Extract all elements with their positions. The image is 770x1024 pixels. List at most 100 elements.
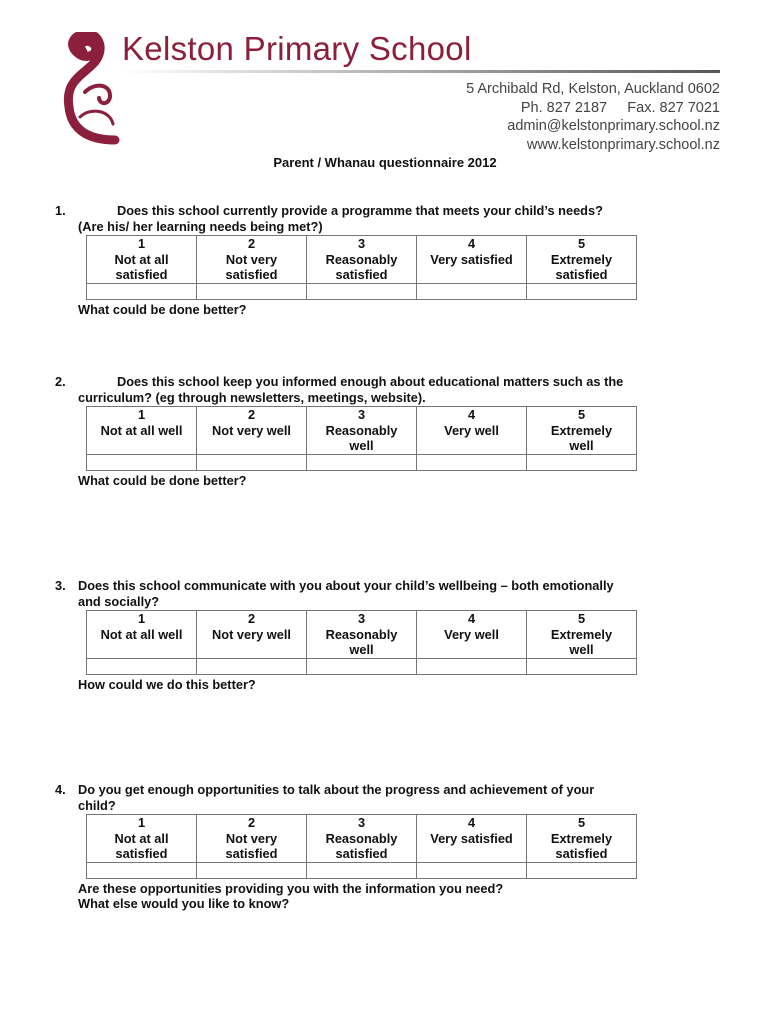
rating-number: 4 xyxy=(467,407,476,422)
rating-option-4: 4 Very well xyxy=(416,610,527,659)
follow-up-question: What could be done better? xyxy=(78,302,695,318)
rating-number: 1 xyxy=(137,611,146,626)
rating-label: Reasonably satisfied xyxy=(325,830,398,862)
rating-option-5: 5 Extremely satisfied xyxy=(526,235,637,284)
rating-option-2: 2 Not very satisfied xyxy=(196,235,307,284)
rating-checkbox-3[interactable] xyxy=(306,453,417,471)
question-number: 4. xyxy=(55,782,66,797)
follow-up-text: What could be done better? xyxy=(78,472,247,488)
contact-block: 5 Archibald Rd, Kelston, Auckland 0602 P… xyxy=(466,80,720,154)
rating-option-4: 4 Very satisfied xyxy=(416,814,527,863)
rating-number: 1 xyxy=(137,407,146,422)
rating-number: 5 xyxy=(577,815,586,830)
rating-checkbox-3[interactable] xyxy=(306,282,417,300)
rating-checkbox-4[interactable] xyxy=(416,861,527,879)
follow-up-text-2: What else would you like to know? xyxy=(78,896,290,911)
rating-checkbox-1[interactable] xyxy=(86,282,197,300)
question-text-cont: curriculum? (eg through newsletters, mee… xyxy=(78,389,426,405)
header-rule xyxy=(120,70,720,73)
rating-option-3: 3 Reasonably well xyxy=(306,610,417,659)
rating-label: Not very satisfied xyxy=(225,830,278,862)
rating-number: 3 xyxy=(357,611,366,626)
question-text-cont: child? xyxy=(78,797,116,813)
question-text: Do you get enough opportunities to talk … xyxy=(78,782,595,797)
rating-number: 4 xyxy=(467,611,476,626)
rating-checkbox-3[interactable] xyxy=(306,861,417,879)
rating-option-5: 5 Extremely well xyxy=(526,406,637,455)
rating-option-2: 2 Not very satisfied xyxy=(196,814,307,863)
rating-checkbox-5[interactable] xyxy=(526,453,637,471)
school-name: Kelston Primary School xyxy=(122,30,472,67)
rating-table: 1 Not at all well 2 Not very well 3 Reasonabl… xyxy=(86,406,637,471)
rating-number: 4 xyxy=(467,236,476,251)
rating-number: 4 xyxy=(467,815,476,830)
question-text: Does this school communicate with you ab… xyxy=(78,578,614,593)
follow-up-text: Are these opportunities providing you wi… xyxy=(78,880,504,896)
rating-option-2: 2 Not very well xyxy=(196,610,307,659)
follow-up-question: What could be done better? xyxy=(78,473,695,489)
rating-option-1: 1 Not at all well xyxy=(86,406,197,455)
rating-number: 3 xyxy=(357,236,366,251)
rating-option-3: 3 Reasonably satisfied xyxy=(306,814,417,863)
rating-label: Reasonably well xyxy=(325,422,398,454)
rating-label: Not very satisfied xyxy=(225,251,278,283)
rating-option-3: 3 Reasonably well xyxy=(306,406,417,455)
fax: Fax. 827 7021 xyxy=(627,99,720,116)
rating-number: 1 xyxy=(137,815,146,830)
rating-checkbox-4[interactable] xyxy=(416,453,527,471)
rating-checkbox-5[interactable] xyxy=(526,861,637,879)
email: admin@kelstonprimary.school.nz xyxy=(507,118,720,134)
rating-option-5: 5 Extremely satisfied xyxy=(526,814,637,863)
rating-number: 3 xyxy=(357,815,366,830)
rating-checkbox-2[interactable] xyxy=(196,657,307,675)
rating-option-1: 1 Not at all well xyxy=(86,610,197,659)
question-text-cont: and socially? xyxy=(78,593,160,609)
rating-number: 2 xyxy=(247,407,256,422)
rating-label: Not at all well xyxy=(100,422,183,438)
follow-up-question: Are these opportunities providing you wi… xyxy=(78,881,695,912)
rating-checkbox-2[interactable] xyxy=(196,861,307,879)
rating-option-5: 5 Extremely well xyxy=(526,610,637,659)
rating-checkbox-1[interactable] xyxy=(86,657,197,675)
rating-option-1: 1 Not at all satisfied xyxy=(86,235,197,284)
phone: Ph. 827 2187 xyxy=(520,99,608,116)
rating-checkbox-1[interactable] xyxy=(86,453,197,471)
rating-checkbox-3[interactable] xyxy=(306,657,417,675)
question-text-cont: (Are his/ her learning needs being met?) xyxy=(78,218,323,234)
rating-label: Very well xyxy=(444,422,499,438)
question-2: 2. Does this school keep you informed en… xyxy=(55,374,695,488)
rating-checkbox-2[interactable] xyxy=(196,282,307,300)
rating-checkbox-4[interactable] xyxy=(416,282,527,300)
question-text: Does this school keep you informed enoug… xyxy=(117,374,624,389)
rating-label: Not at all satisfied xyxy=(114,251,169,283)
question-4: 4. Do you get enough opportunities to ta… xyxy=(55,782,695,912)
rating-label: Not very well xyxy=(212,626,291,642)
rating-option-2: 2 Not very well xyxy=(196,406,307,455)
rating-checkbox-5[interactable] xyxy=(526,282,637,300)
rating-option-4: 4 Very well xyxy=(416,406,527,455)
rating-number: 3 xyxy=(357,407,366,422)
rating-label: Reasonably satisfied xyxy=(325,251,398,283)
rating-number: 2 xyxy=(247,236,256,251)
rating-checkbox-5[interactable] xyxy=(526,657,637,675)
rating-label: Reasonably well xyxy=(325,626,398,658)
rating-label: Extremely satisfied xyxy=(550,830,613,862)
rating-label: Very satisfied xyxy=(430,830,513,846)
rating-label: Extremely well xyxy=(550,422,613,454)
rating-option-4: 4 Very satisfied xyxy=(416,235,527,284)
rating-option-3: 3 Reasonably satisfied xyxy=(306,235,417,284)
rating-number: 5 xyxy=(577,236,586,251)
rating-checkbox-2[interactable] xyxy=(196,453,307,471)
rating-number: 5 xyxy=(577,407,586,422)
question-text: Does this school currently provide a pro… xyxy=(117,203,603,218)
rating-number: 5 xyxy=(577,611,586,626)
question-number: 1. xyxy=(55,203,66,218)
rating-checkbox-1[interactable] xyxy=(86,861,197,879)
rating-checkbox-4[interactable] xyxy=(416,657,527,675)
follow-up-text: What could be done better? xyxy=(78,301,247,317)
rating-number: 1 xyxy=(137,236,146,251)
address: 5 Archibald Rd, Kelston, Auckland 0602 xyxy=(466,81,720,97)
rating-number: 2 xyxy=(247,611,256,626)
question-number: 3. xyxy=(55,578,66,593)
